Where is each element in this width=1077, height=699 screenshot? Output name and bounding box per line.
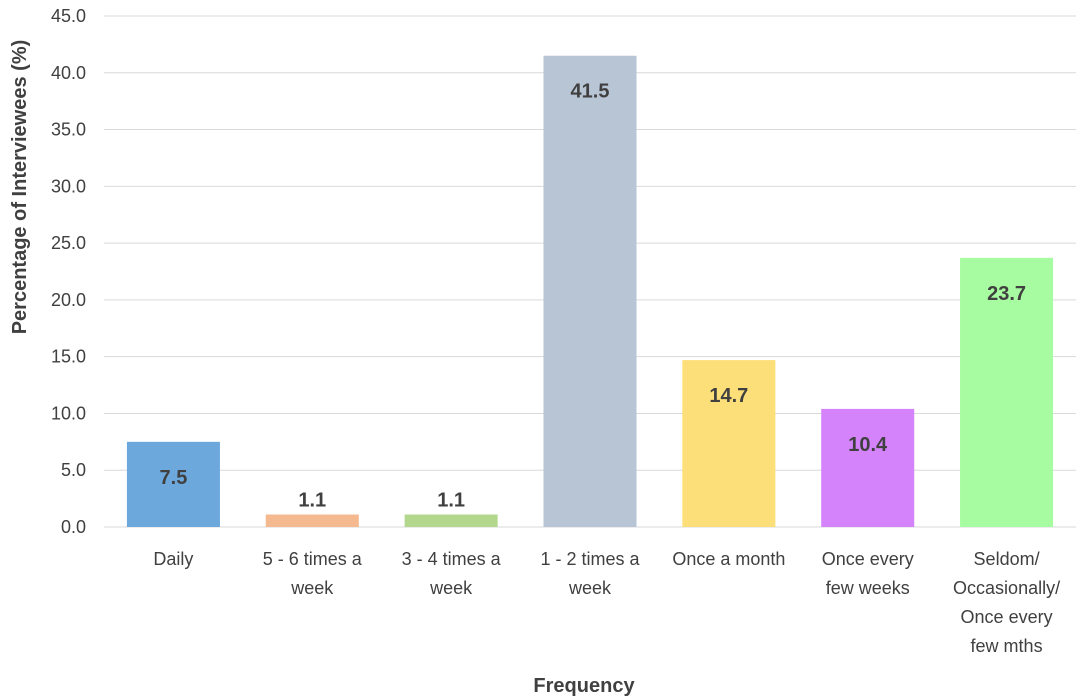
data-label: 10.4 bbox=[848, 434, 888, 456]
data-label: 7.5 bbox=[160, 467, 188, 489]
data-label: 23.7 bbox=[987, 283, 1026, 305]
x-category-label: 3 - 4 times a week bbox=[402, 549, 502, 598]
x-category-label-line: Seldom/ bbox=[974, 549, 1040, 569]
y-tick-label: 30.0 bbox=[51, 176, 86, 196]
bar bbox=[682, 360, 776, 527]
y-tick-label: 20.0 bbox=[51, 290, 86, 310]
y-axis-title: Percentage of Interviewees (%) bbox=[9, 40, 31, 335]
bar bbox=[404, 514, 498, 527]
bar bbox=[960, 257, 1054, 527]
bars bbox=[126, 55, 1054, 527]
y-tick-label: 0.0 bbox=[61, 517, 86, 537]
x-category-label: 1 - 2 times a week bbox=[540, 549, 640, 598]
x-category-label-line: 3 - 4 times a bbox=[402, 549, 502, 569]
x-category-label: Seldom/Occasionally/Once every few mths bbox=[953, 549, 1060, 656]
x-category-label-line: week bbox=[429, 578, 473, 598]
x-category-label-line: Once every bbox=[822, 549, 914, 569]
x-category-label-line: 1 - 2 times a bbox=[540, 549, 640, 569]
data-label: 1.1 bbox=[298, 490, 326, 512]
bar bbox=[126, 441, 220, 527]
x-category-label-line: Occasionally/ bbox=[953, 578, 1060, 598]
y-tick-label: 10.0 bbox=[51, 403, 86, 423]
x-category-label-line: 5 - 6 times a bbox=[263, 549, 363, 569]
x-category-label: Once a month bbox=[672, 549, 785, 569]
x-category-label: Once every few weeks bbox=[822, 549, 914, 598]
bar bbox=[821, 408, 915, 527]
data-label: 14.7 bbox=[709, 385, 748, 407]
x-category-label: Daily bbox=[153, 549, 193, 569]
y-tick-label: 45.0 bbox=[51, 6, 86, 26]
x-category-label-line: week bbox=[290, 578, 334, 598]
y-tick-label: 5.0 bbox=[61, 460, 86, 480]
y-tick-label: 40.0 bbox=[51, 63, 86, 83]
data-label: 41.5 bbox=[571, 81, 610, 103]
x-category-label-line: few weeks bbox=[826, 578, 910, 598]
x-category-label-line: Daily bbox=[153, 549, 193, 569]
x-category-label-line: week bbox=[568, 578, 612, 598]
x-category-label: 5 - 6 times a week bbox=[263, 549, 363, 598]
data-label: 1.1 bbox=[437, 490, 465, 512]
y-tick-label: 15.0 bbox=[51, 347, 86, 367]
x-category-label-line: Once every bbox=[961, 607, 1053, 627]
y-axis-ticks: 0.0 5.0 10.0 15.0 20.0 25.0 30.0 35.0 40.0 45.0 bbox=[51, 6, 86, 537]
x-axis-title: Frequency bbox=[533, 675, 635, 697]
bar bbox=[265, 514, 359, 527]
bar bbox=[543, 55, 637, 527]
x-category-label-line: few mths bbox=[971, 636, 1043, 656]
y-tick-label: 25.0 bbox=[51, 233, 86, 253]
x-category-label-line: Once a month bbox=[672, 549, 785, 569]
y-tick-label: 35.0 bbox=[51, 120, 86, 140]
data-labels: 7.5 1.1 1.1 41.5 14.7 10.4 23.7 bbox=[160, 81, 1027, 512]
